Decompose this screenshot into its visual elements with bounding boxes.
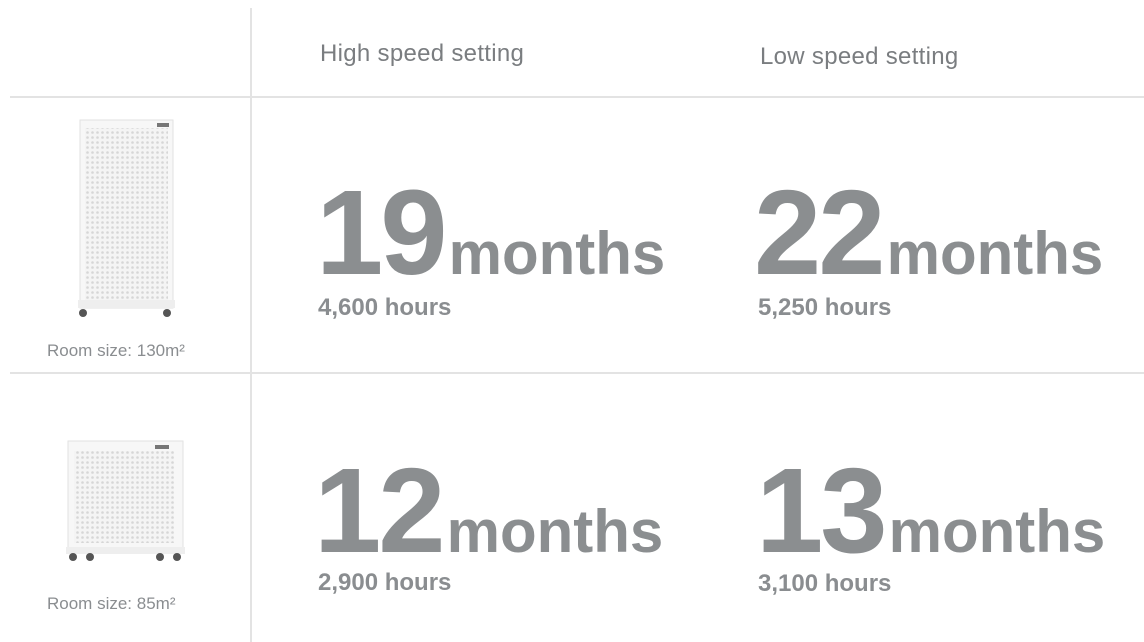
room-size: Room size: 85m² <box>47 594 175 614</box>
months-unit: months <box>447 498 664 565</box>
hours: 2,900 hours <box>318 569 451 597</box>
duration: 22months <box>754 172 1103 293</box>
months-value: 13 <box>756 442 885 578</box>
months-value: 12 <box>314 442 443 578</box>
room-size: Room size: 130m² <box>47 341 185 361</box>
months-value: 19 <box>316 164 445 300</box>
purifier-tall-image <box>60 110 190 325</box>
column-header: High speed setting <box>320 40 524 68</box>
months-unit: months <box>449 220 666 287</box>
months-unit: months <box>889 498 1106 565</box>
duration: 13months <box>756 450 1105 571</box>
months-value: 22 <box>754 164 883 300</box>
hours: 5,250 hours <box>758 294 891 322</box>
row-divider <box>10 96 1144 98</box>
hours: 4,600 hours <box>318 294 451 322</box>
row-divider <box>10 372 1144 374</box>
duration: 12months <box>314 450 663 571</box>
column-divider <box>250 8 252 642</box>
page: High speed setting Low speed setting Roo… <box>0 0 1144 642</box>
duration: 19months <box>316 172 665 293</box>
hours: 3,100 hours <box>758 570 891 598</box>
months-unit: months <box>887 220 1104 287</box>
column-header: Low speed setting <box>760 43 959 71</box>
purifier-wide-image <box>60 435 190 570</box>
